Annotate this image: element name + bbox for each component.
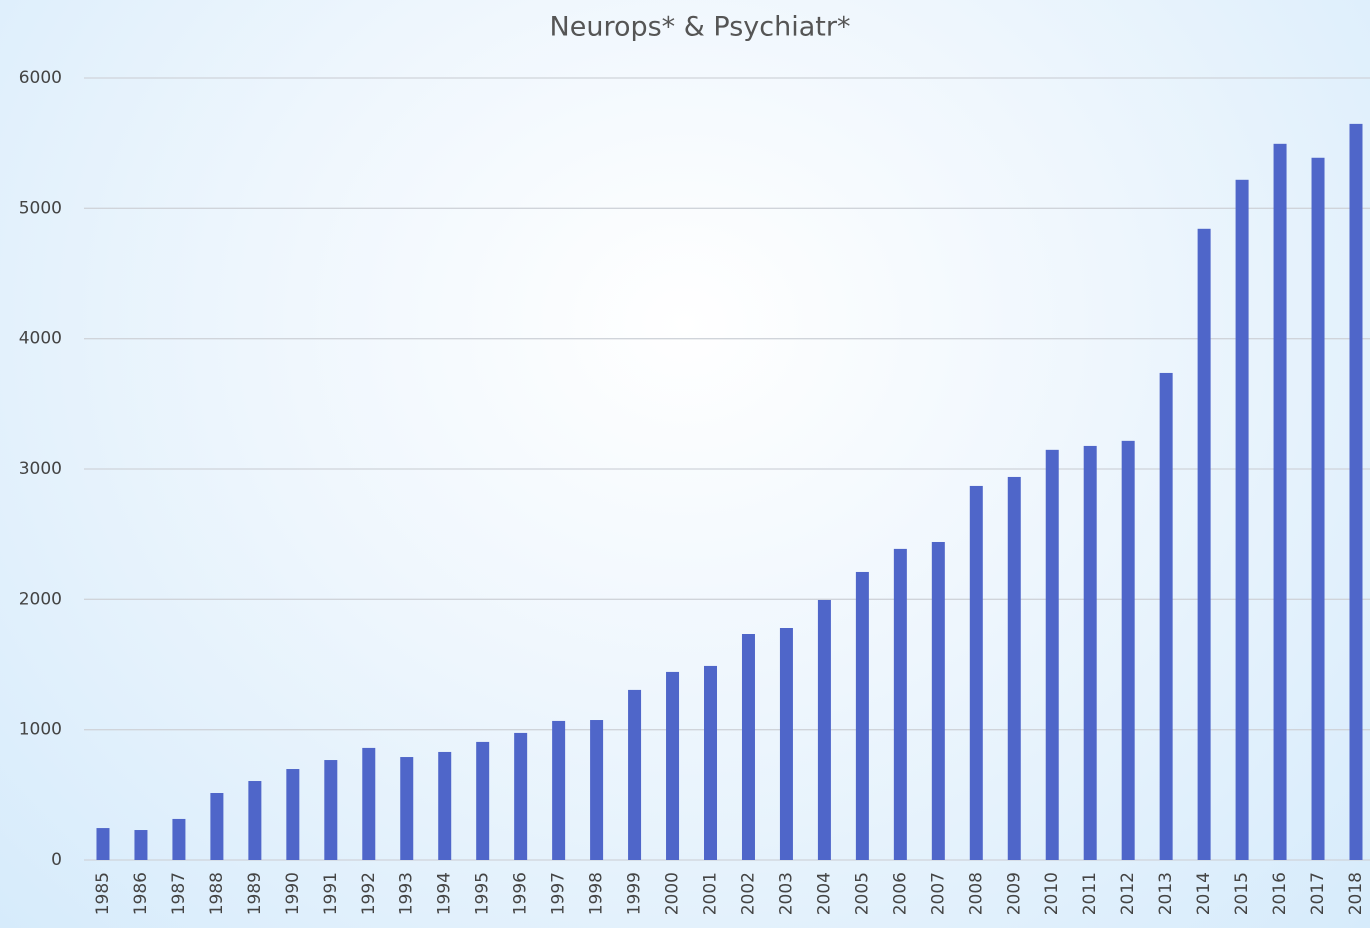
y-tick-label: 1000 [19, 720, 62, 740]
bar [779, 628, 793, 860]
bar [893, 548, 907, 860]
bar [741, 634, 755, 860]
x-tick-label: 1995 [473, 872, 493, 915]
x-tick-label: 1994 [435, 872, 455, 915]
x-tick-label: 2017 [1308, 872, 1328, 915]
x-tick-label: 2013 [1156, 872, 1176, 915]
x-tick-label: 2009 [1004, 872, 1024, 915]
bar [1349, 123, 1363, 861]
bar [134, 830, 148, 860]
x-tick-label: 2002 [738, 872, 758, 915]
x-tick-label: 2001 [701, 872, 721, 915]
bar [362, 747, 376, 860]
bar [286, 769, 300, 860]
bar [817, 599, 831, 860]
bar [628, 689, 642, 860]
bar [210, 793, 224, 860]
x-tick-label: 1986 [131, 872, 151, 915]
bar [324, 760, 338, 860]
bar [96, 828, 110, 860]
x-tick-label: 2004 [814, 872, 834, 915]
bar [1311, 157, 1325, 860]
chart-title: Neurops* & Psychiatr* [550, 12, 851, 43]
x-tick-label: 2014 [1194, 872, 1214, 915]
x-tick-label: 2006 [890, 872, 910, 915]
x-tick-label: 1996 [511, 872, 531, 915]
x-tick-label: 1992 [359, 872, 379, 915]
bar [514, 732, 528, 860]
x-tick-label: 2010 [1042, 872, 1062, 915]
y-tick-label: 0 [51, 850, 62, 870]
bar [1273, 143, 1287, 860]
x-tick-label: 1999 [625, 872, 645, 915]
bar [1083, 445, 1097, 860]
x-tick-label: 1989 [245, 872, 265, 915]
bar [1197, 228, 1211, 861]
x-tick-label: 1997 [549, 872, 569, 915]
bar [1159, 372, 1173, 860]
x-tick-label: 2011 [1080, 872, 1100, 915]
x-tick-label: 1998 [587, 872, 607, 915]
y-tick-label: 6000 [19, 68, 62, 88]
x-tick-label: 2018 [1346, 872, 1366, 915]
x-tick-label: 2015 [1232, 872, 1252, 915]
bar [666, 671, 680, 860]
x-tick-label: 2007 [928, 872, 948, 915]
bar [476, 741, 490, 860]
y-tick-label: 2000 [19, 589, 62, 609]
bar [552, 720, 566, 860]
bar [172, 818, 186, 860]
x-tick-label: 2012 [1118, 872, 1138, 915]
x-tick-label: 1990 [283, 872, 303, 915]
x-tick-label: 2008 [966, 872, 986, 915]
x-tick-label: 1987 [169, 872, 189, 915]
bar [931, 541, 945, 860]
bar [438, 751, 452, 860]
x-tick-label: 1988 [207, 872, 227, 915]
bar [704, 665, 718, 860]
bar [248, 781, 262, 860]
bar [969, 485, 983, 860]
bar [1121, 440, 1135, 860]
y-tick-label: 4000 [19, 329, 62, 349]
y-tick-label: 3000 [19, 459, 62, 479]
bar [1045, 449, 1059, 860]
x-tick-label: 1991 [321, 872, 341, 915]
x-tick-label: 2005 [852, 872, 872, 915]
x-tick-label: 2003 [776, 872, 796, 915]
x-tick-label: 1993 [397, 872, 417, 915]
bar [1007, 476, 1021, 860]
x-tick-label: 1985 [93, 872, 113, 915]
x-tick-label: 2000 [663, 872, 683, 915]
bar [1235, 179, 1249, 860]
bar [400, 757, 414, 860]
x-tick-label: 2016 [1270, 872, 1290, 915]
y-tick-label: 5000 [19, 198, 62, 218]
bar [855, 571, 869, 860]
bar [590, 720, 604, 860]
